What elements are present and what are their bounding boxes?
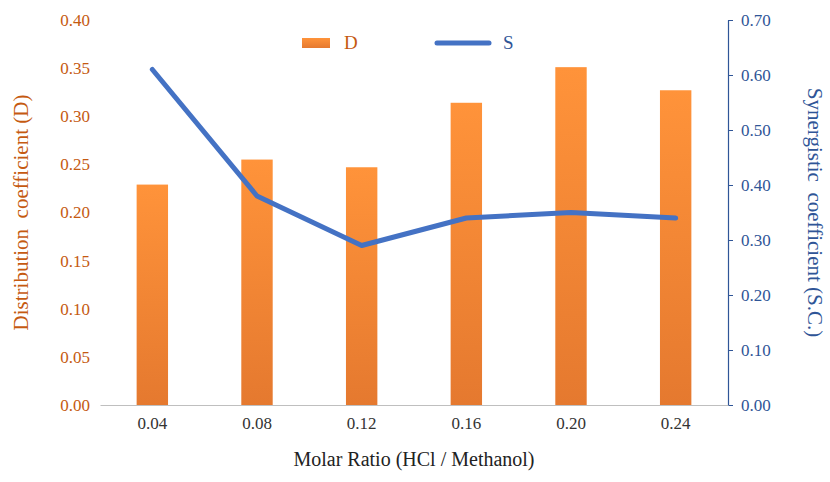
tick: 0.00 xyxy=(728,396,771,415)
tick-label: 0.05 xyxy=(60,348,90,367)
tick-label: 0.40 xyxy=(741,176,771,195)
tick-label: 0.00 xyxy=(60,396,90,415)
x-axis: 0.04 0.08 0.12 0.16 0.20 0.24 xyxy=(101,405,729,433)
tick: 0.04 xyxy=(137,405,167,433)
tick-label: 0.20 xyxy=(556,414,586,433)
tick: 0.70 xyxy=(728,11,771,30)
tick: 0.30 xyxy=(60,107,100,126)
tick: 0.40 xyxy=(60,11,100,30)
tick: 0.00 xyxy=(60,396,100,415)
tick: 0.15 xyxy=(60,252,100,271)
legend-symbol xyxy=(302,38,330,48)
tick-label: 0.30 xyxy=(60,107,90,126)
tick: 0.30 xyxy=(728,231,771,250)
tick-label: 0.25 xyxy=(60,155,90,174)
tick-mark xyxy=(728,185,733,186)
tick-label: 0.10 xyxy=(60,300,90,319)
tick: 0.40 xyxy=(728,176,771,195)
tick: 0.50 xyxy=(728,121,771,140)
tick-mark xyxy=(728,20,733,21)
tick: 0.24 xyxy=(661,405,691,433)
tick-mark xyxy=(728,130,733,131)
tick: 0.25 xyxy=(60,155,100,174)
tick: 0.35 xyxy=(60,59,100,78)
tick-label: 0.30 xyxy=(741,231,771,250)
tick: 0.20 xyxy=(728,286,771,305)
tick-mark xyxy=(728,295,733,296)
bar xyxy=(660,90,691,405)
axis-line xyxy=(100,21,101,406)
x-axis-title: Molar Ratio (HCl / Methanol) xyxy=(293,448,534,471)
legend-symbol xyxy=(437,41,489,46)
tick-mark xyxy=(728,240,733,241)
legend-item: S xyxy=(437,32,514,53)
tick: 0.12 xyxy=(347,405,377,433)
tick: 0.05 xyxy=(60,348,100,367)
tick: 0.20 xyxy=(60,203,100,222)
y-axis: 0.00 0.05 0.10 0.15 0.20 0.25 0.30 0.35 0.40 xyxy=(60,11,100,415)
tick-label: 0.00 xyxy=(741,396,771,415)
tick: 0.60 xyxy=(728,66,771,85)
legend-label: D xyxy=(344,32,358,53)
chart: 0.000.050.100.150.200.250.300.350.400.00… xyxy=(0,0,830,482)
tick: 0.10 xyxy=(728,341,771,360)
tick-label: 0.16 xyxy=(451,414,481,433)
tick-label: 0.40 xyxy=(60,11,90,30)
tick-label: 0.60 xyxy=(741,66,771,85)
bar xyxy=(346,167,377,405)
tick-mark xyxy=(728,350,733,351)
tick-label: 0.12 xyxy=(347,414,377,433)
tick: 0.16 xyxy=(451,405,481,433)
legend-label: S xyxy=(503,32,514,53)
plot: 0.000.050.100.150.200.250.300.350.400.00… xyxy=(60,11,771,433)
legend: DS xyxy=(302,32,514,53)
tick: 0.20 xyxy=(556,405,586,433)
tick-label: 0.04 xyxy=(137,414,167,433)
tick-label: 0.35 xyxy=(60,59,90,78)
y-axis-title: Distribution coefficient (D) xyxy=(9,95,33,331)
y2-axis: 0.00 0.10 0.20 0.30 0.40 0.50 0.60 0.70 xyxy=(728,11,771,415)
axis-line xyxy=(728,21,729,406)
tick-label: 0.15 xyxy=(60,252,90,271)
tick: 0.08 xyxy=(242,405,272,433)
tick-label: 0.10 xyxy=(741,341,771,360)
tick: 0.10 xyxy=(60,300,100,319)
legend-item: D xyxy=(302,32,358,53)
tick-label: 0.50 xyxy=(741,121,771,140)
tick-mark xyxy=(728,405,733,406)
marks xyxy=(137,67,692,405)
bar xyxy=(555,67,586,405)
bar xyxy=(137,185,168,405)
y2-axis-title: Synergistic coefficient (S.C.) xyxy=(803,88,827,337)
axis-line xyxy=(101,405,729,406)
tick-mark xyxy=(728,75,733,76)
tick-label: 0.70 xyxy=(741,11,771,30)
tick-label: 0.20 xyxy=(60,203,90,222)
bar xyxy=(451,103,482,405)
tick-label: 0.08 xyxy=(242,414,272,433)
line xyxy=(152,70,675,246)
tick-label: 0.20 xyxy=(741,286,771,305)
tick-label: 0.24 xyxy=(661,414,691,433)
